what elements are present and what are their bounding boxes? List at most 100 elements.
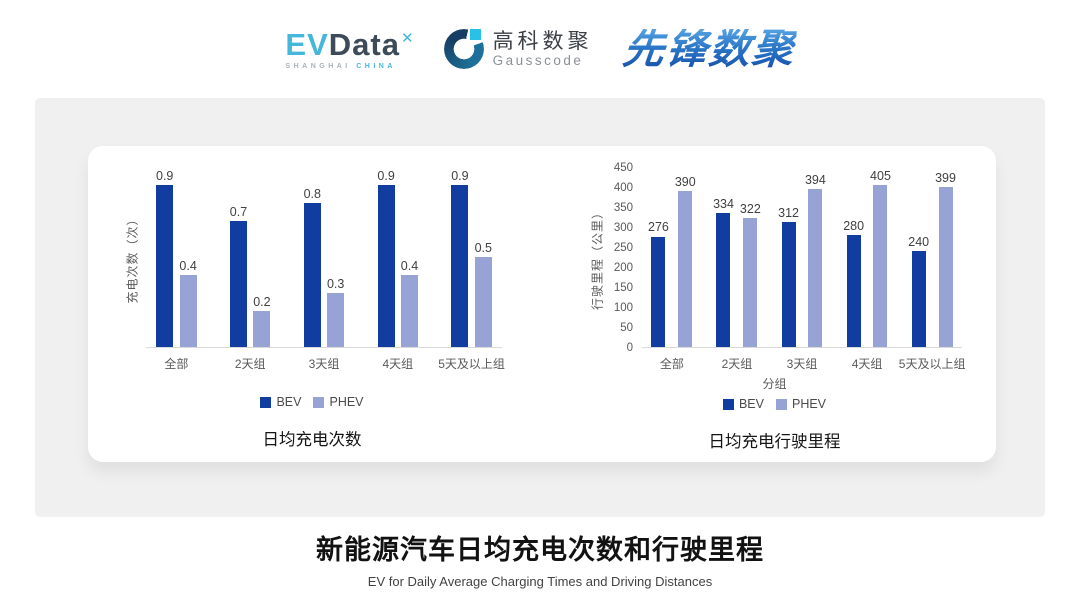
bar-value-label: 312 xyxy=(778,205,799,220)
phev-bar xyxy=(179,275,197,347)
bar-value-label: 0.9 xyxy=(451,168,469,183)
chart-daily-charging-times: 充电次数（次） 0.9 0.4 全部 0.7 0.2 2天组 0.8 0.3 3天组 0.9 0.4… xyxy=(122,146,505,462)
y-tick-label: 50 xyxy=(620,322,633,334)
evdata-logo: EVData✕ SHANGHAI CHINA xyxy=(285,29,413,70)
bar-value-label: 0.8 xyxy=(303,186,321,201)
bev-bar-column: 240 xyxy=(908,168,929,347)
bar-group: 0.7 0.2 2天组 xyxy=(230,168,271,371)
bar-value-label: 322 xyxy=(739,201,761,216)
phev-bar-column: 0.4 xyxy=(401,168,418,347)
phev-bar xyxy=(938,187,953,347)
phev-bar-column: 0.3 xyxy=(327,168,344,347)
x-axis-title: 分组 xyxy=(762,377,787,391)
legend-label-phev: PHEV xyxy=(329,395,364,409)
bev-bar xyxy=(781,222,796,347)
gausscode-wordmark: 高科数聚 Gausscode xyxy=(493,30,593,69)
gausscode-g-icon xyxy=(443,29,484,69)
y-tick-label: 100 xyxy=(613,302,633,314)
bar-group: 276 390 全部 xyxy=(648,168,696,371)
legend-item-bev: BEV xyxy=(722,397,764,411)
plot-area: 0.9 0.4 全部 0.7 0.2 2天组 0.8 0.3 3天组 0.9 0.4 4天组 0.9 0.… xyxy=(146,168,505,371)
phev-bar xyxy=(873,185,888,347)
phev-bar-column: 399 xyxy=(935,168,956,347)
bar-group: 0.9 0.5 5天及以上组 xyxy=(438,168,505,371)
bev-bar-column: 280 xyxy=(843,168,864,347)
legend-label-phev: PHEV xyxy=(791,397,827,411)
y-axis-ticks: 0 50 100 150 200 250 300 350 400 450 xyxy=(611,162,638,354)
bev-bar xyxy=(377,185,395,347)
phev-bar xyxy=(253,311,271,347)
bar-value-label: 390 xyxy=(674,174,696,189)
bev-bar-column: 0.8 xyxy=(304,168,321,347)
category-label: 5天及以上组 xyxy=(898,357,966,371)
phev-bar-column: 322 xyxy=(740,168,761,347)
page-subtitle: EV for Daily Average Charging Times and … xyxy=(367,574,713,589)
phev-bar-column: 390 xyxy=(675,168,696,347)
phev-bar-column: 394 xyxy=(805,168,826,347)
bev-bar-column: 0.7 xyxy=(230,168,247,347)
bar-value-label: 276 xyxy=(648,220,669,235)
y-tick-label: 200 xyxy=(613,262,633,274)
y-tick-label: 250 xyxy=(613,242,633,254)
y-tick-label: 0 xyxy=(626,342,633,354)
bar-group: 280 405 4天组 xyxy=(843,168,891,371)
bar-value-label: 0.9 xyxy=(156,168,174,183)
bar-group: 334 322 2天组 xyxy=(713,168,761,371)
sparkle-icon: ✕ xyxy=(400,29,415,47)
phev-bar xyxy=(400,275,418,347)
bar-group: 240 399 5天及以上组 xyxy=(899,168,966,371)
bar-value-label: 394 xyxy=(804,172,826,187)
evdata-ev-text: EV xyxy=(285,26,329,62)
bev-bar xyxy=(156,185,174,347)
bev-bar-column: 0.9 xyxy=(377,168,395,347)
gausscode-english-text: Gausscode xyxy=(492,52,584,68)
legend: BEV PHEV xyxy=(722,397,827,411)
phev-bar xyxy=(678,191,693,347)
phev-bar-column: 0.5 xyxy=(475,168,492,347)
bar-value-label: 0.7 xyxy=(229,204,248,219)
legend-item-phev: PHEV xyxy=(775,397,827,411)
bev-bar-column: 312 xyxy=(778,168,799,347)
y-tick-label: 400 xyxy=(613,182,633,194)
footer: 新能源汽车日均充电次数和行驶里程 EV for Daily Average Ch… xyxy=(0,528,1080,589)
y-axis-title: 充电次数（次） xyxy=(125,212,140,304)
phev-bar xyxy=(474,257,492,347)
phev-bar xyxy=(808,189,823,347)
category-label: 4天组 xyxy=(382,357,414,371)
bev-bar-column: 334 xyxy=(713,168,734,347)
phev-bar xyxy=(327,293,345,347)
g-cyan-square xyxy=(469,29,481,40)
phev-bar-column: 0.2 xyxy=(253,168,271,347)
bev-bar-column: 276 xyxy=(648,168,669,347)
chart-title: 日均充电次数 xyxy=(262,431,362,449)
bev-bar xyxy=(911,251,926,347)
category-label: 4天组 xyxy=(851,357,883,371)
legend-label-bev: BEV xyxy=(738,397,764,411)
evdata-shanghai-text: SHANGHAI xyxy=(285,62,351,70)
bev-bar xyxy=(846,235,861,347)
bev-bar-column: 0.9 xyxy=(451,168,469,347)
bar-value-label: 0.3 xyxy=(326,276,345,291)
bar-value-label: 280 xyxy=(843,218,865,233)
y-axis-title-wrap: 行驶里程（公里） xyxy=(587,168,607,348)
y-axis-title: 行驶里程（公里） xyxy=(590,205,605,311)
bar-value-label: 0.9 xyxy=(377,168,395,183)
y-tick-label: 150 xyxy=(613,282,633,294)
content-panel: 充电次数（次） 0.9 0.4 全部 0.7 0.2 2天组 0.8 0.3 3天组 0.9 0.4… xyxy=(35,98,1045,517)
bar-value-label: 0.5 xyxy=(474,240,492,255)
phev-swatch xyxy=(313,396,325,408)
legend-item-phev: PHEV xyxy=(313,395,364,409)
bar-value-label: 240 xyxy=(908,234,930,249)
category-label: 2天组 xyxy=(721,357,753,371)
evdata-wordmark: EVData✕ xyxy=(285,29,413,60)
y-tick-label: 300 xyxy=(613,222,633,234)
category-label: 2天组 xyxy=(234,357,266,371)
chart-title: 日均充电行驶里程 xyxy=(708,433,841,451)
legend: BEV PHEV xyxy=(260,395,364,409)
bev-bar xyxy=(451,185,469,347)
bar-value-label: 0.4 xyxy=(400,258,419,273)
chart-body: 充电次数（次） 0.9 0.4 全部 0.7 0.2 2天组 0.8 0.3 3天组 0.9 0.4… xyxy=(122,168,505,371)
category-label: 全部 xyxy=(164,357,189,371)
bev-bar-column: 0.9 xyxy=(156,168,173,347)
